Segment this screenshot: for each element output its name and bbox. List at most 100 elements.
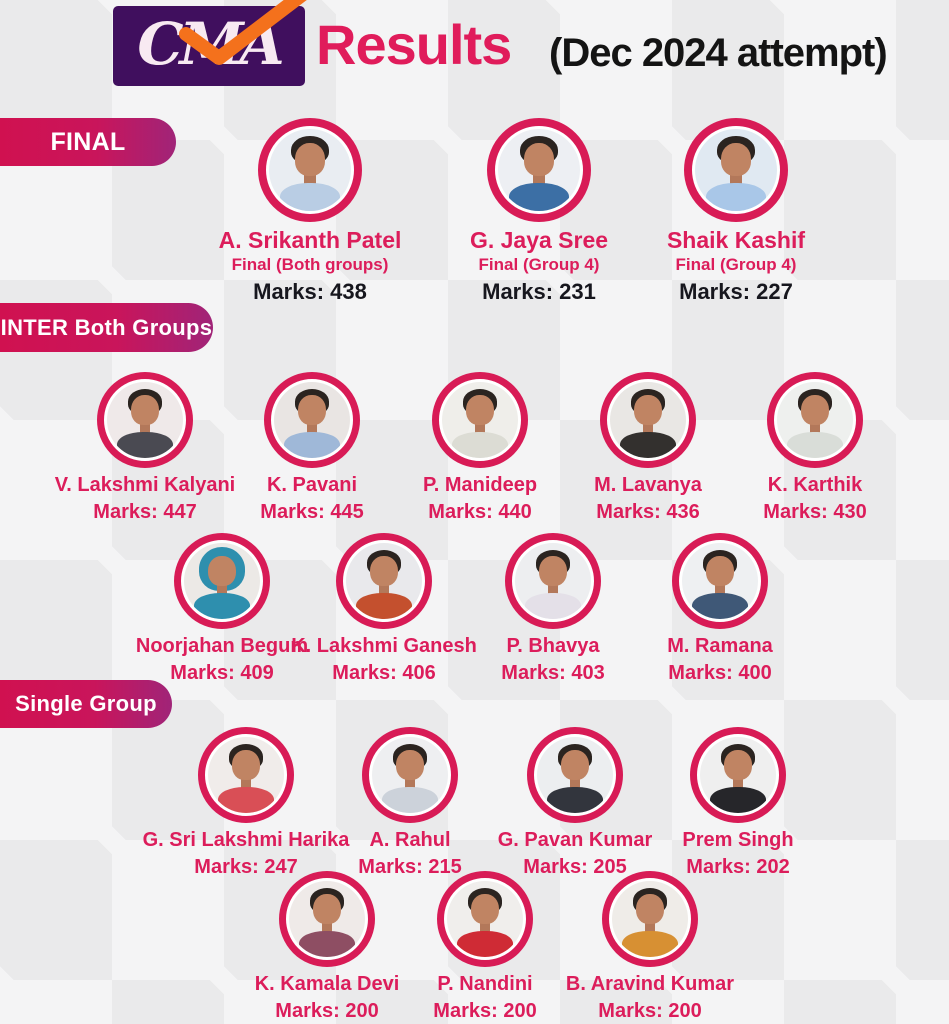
photo-ring	[362, 727, 458, 823]
avatar-face	[801, 394, 829, 426]
student-card: P. Manideep Marks: 440	[365, 372, 595, 524]
student-photo	[184, 543, 260, 619]
avatar-face	[471, 893, 499, 925]
avatar-torso	[116, 432, 174, 458]
avatar-torso	[381, 787, 439, 813]
student-marks: Marks: 438	[253, 279, 367, 305]
student-name: P. Manideep	[422, 474, 538, 496]
student-photo	[610, 382, 686, 458]
avatar-face	[396, 749, 424, 781]
student-photo	[372, 737, 448, 813]
student-card: G. Jaya Sree Final (Group 4) Marks: 231	[409, 118, 669, 304]
avatar-face	[524, 142, 554, 176]
avatar-face	[370, 555, 398, 587]
student-marks: Marks: 231	[482, 279, 596, 305]
student-photo	[498, 129, 580, 211]
avatar-neck	[569, 775, 581, 791]
student-marks: Marks: 445	[260, 501, 364, 523]
photo-ring	[505, 533, 601, 629]
student-card: Shaik Kashif Final (Group 4) Marks: 227	[606, 118, 866, 304]
student-photo	[346, 543, 422, 619]
cma-logo: CMA	[113, 0, 307, 86]
avatar-torso	[456, 931, 514, 957]
photo-ring	[600, 372, 696, 468]
student-photo	[682, 543, 758, 619]
student-photo	[269, 129, 351, 211]
student-photo	[274, 382, 350, 458]
student-name: K. Lakshmi Ganesh	[291, 635, 477, 657]
student-marks: Marks: 227	[679, 279, 793, 305]
student-name: V. Lakshmi Kalyani	[54, 474, 236, 496]
student-marks: Marks: 403	[501, 662, 605, 684]
avatar-face	[232, 749, 260, 781]
student-card: G. Sri Lakshmi Harika Marks: 247	[131, 727, 361, 879]
student-card: K. Karthik Marks: 430	[700, 372, 930, 524]
photo-ring	[432, 372, 528, 468]
student-photo	[515, 543, 591, 619]
student-photo	[442, 382, 518, 458]
student-photo	[447, 881, 523, 957]
photo-ring	[437, 871, 533, 967]
student-photo	[537, 737, 613, 813]
cma-logo-text: CMA	[137, 10, 284, 78]
student-marks: Marks: 200	[598, 1000, 702, 1022]
avatar-torso	[217, 787, 275, 813]
attempt-subtitle: (Dec 2024 attempt)	[549, 31, 888, 75]
avatar-torso	[298, 931, 356, 957]
avatar-neck	[474, 420, 486, 436]
student-card: K. Lakshmi Ganesh Marks: 406	[269, 533, 499, 685]
avatar-torso	[279, 183, 341, 211]
student-marks: Marks: 436	[596, 501, 700, 523]
avatar-torso	[691, 593, 749, 619]
page-title: Results	[316, 13, 512, 76]
avatar-torso	[786, 432, 844, 458]
avatar-face	[539, 555, 567, 587]
avatar-torso	[508, 183, 570, 211]
avatar-neck	[216, 581, 228, 597]
student-marks: Marks: 205	[523, 856, 627, 878]
student-photo	[208, 737, 284, 813]
photo-ring	[527, 727, 623, 823]
avatar-neck	[533, 170, 545, 187]
avatar-neck	[547, 581, 559, 597]
photo-ring	[336, 533, 432, 629]
avatar-neck	[304, 170, 316, 187]
student-photo	[612, 881, 688, 957]
student-name: B. Aravind Kumar	[565, 973, 735, 995]
student-marks: Marks: 430	[763, 501, 867, 523]
section-badge-single: Single Group	[0, 680, 172, 728]
photo-ring	[690, 727, 786, 823]
student-name: P. Bhavya	[506, 635, 600, 657]
student-card: V. Lakshmi Kalyani Marks: 447	[30, 372, 260, 524]
student-marks: Marks: 440	[428, 501, 532, 523]
student-card: A. Rahul Marks: 215	[295, 727, 525, 879]
student-name: M. Lavanya	[594, 474, 702, 496]
avatar-neck	[730, 170, 742, 187]
avatar-neck	[404, 775, 416, 791]
student-card: Noorjahan Begum Marks: 409	[107, 533, 337, 685]
student-marks: Marks: 447	[93, 501, 197, 523]
student-marks: Marks: 215	[358, 856, 462, 878]
student-marks: Marks: 400	[668, 662, 772, 684]
avatar-face	[131, 394, 159, 426]
avatar-face	[298, 394, 326, 426]
student-name: A. Srikanth Patel	[218, 227, 402, 253]
avatar-torso	[193, 593, 251, 619]
avatar-neck	[139, 420, 151, 436]
student-name: Shaik Kashif	[666, 227, 806, 253]
student-name: G. Sri Lakshmi Harika	[142, 829, 350, 851]
avatar-neck	[809, 420, 821, 436]
student-group: Final (Group 4)	[675, 255, 797, 275]
student-photo	[700, 737, 776, 813]
avatar-torso	[709, 787, 767, 813]
student-marks: Marks: 200	[433, 1000, 537, 1022]
student-name: M. Ramana	[667, 635, 773, 657]
avatar-torso	[524, 593, 582, 619]
avatar-face	[636, 893, 664, 925]
photo-ring	[174, 533, 270, 629]
avatar-neck	[714, 581, 726, 597]
photo-ring	[198, 727, 294, 823]
student-group: Final (Both groups)	[231, 255, 389, 275]
student-card: B. Aravind Kumar Marks: 200	[535, 871, 765, 1023]
